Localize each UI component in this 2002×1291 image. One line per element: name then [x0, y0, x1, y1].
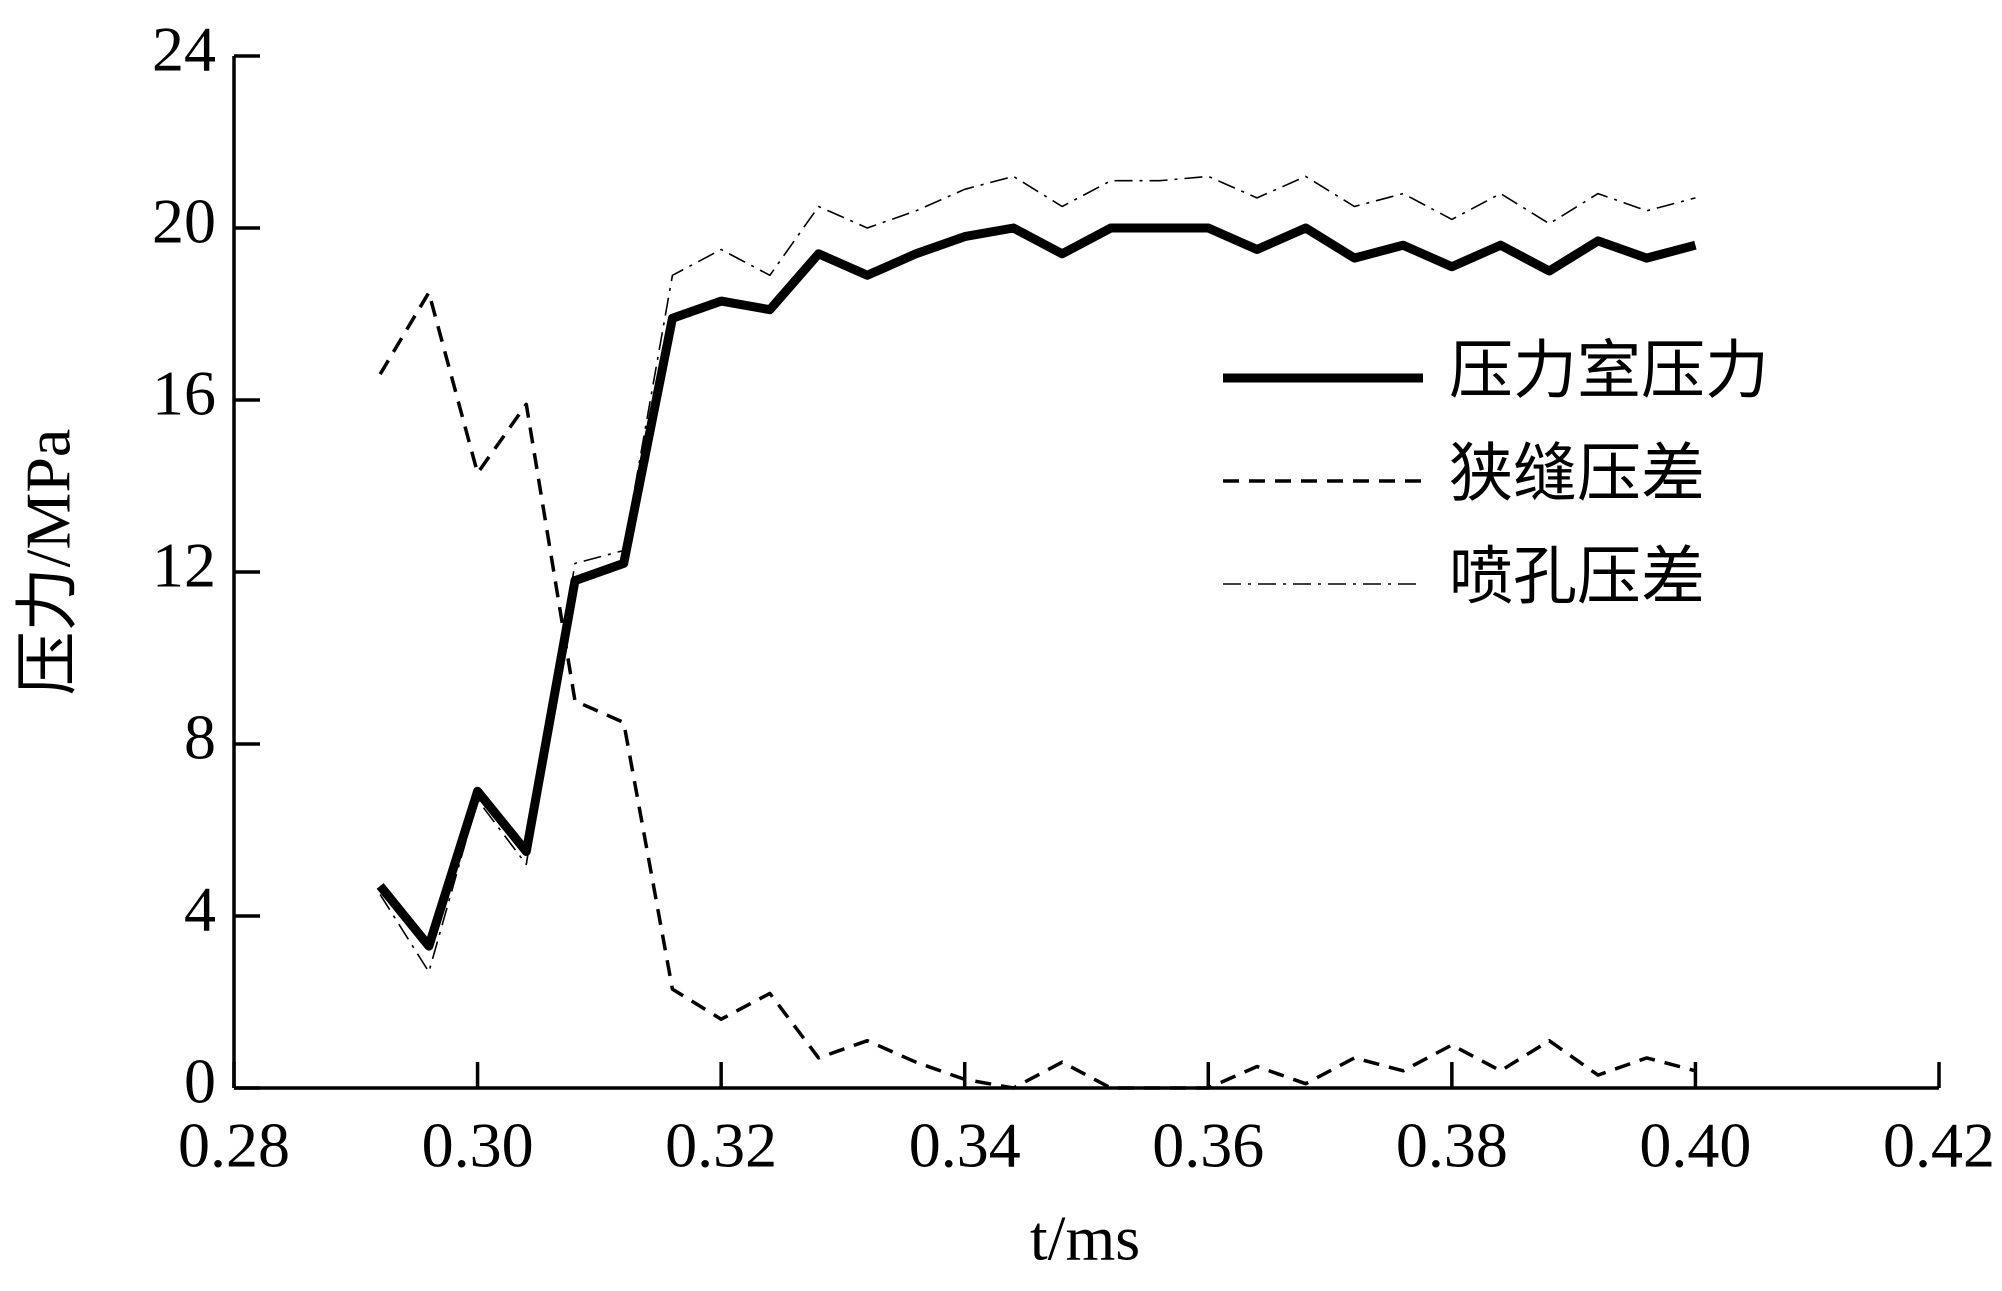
x-tick-label: 0.30 [422, 1110, 534, 1181]
y-axis-label: 压力/MPa [13, 429, 84, 696]
legend-label: 喷孔压差 [1449, 542, 1705, 613]
legend-label: 压力室压力 [1449, 336, 1769, 407]
x-tick-label: 0.40 [1639, 1110, 1751, 1181]
series-line [376, 223, 1697, 951]
x-tick-label: 0.38 [1396, 1110, 1508, 1181]
y-tick-label: 16 [152, 358, 216, 429]
series-line [378, 290, 1696, 1090]
x-axis-label: t/ms [1030, 1203, 1140, 1274]
series-line [379, 175, 1696, 973]
legend-label: 狭缝压差 [1449, 439, 1705, 510]
x-tick-label: 0.34 [909, 1110, 1021, 1181]
y-tick-label: 8 [184, 702, 216, 773]
y-tick-label: 20 [152, 186, 216, 257]
x-tick-label: 0.36 [1152, 1110, 1264, 1181]
x-tick-label: 0.32 [665, 1110, 777, 1181]
y-tick-label: 12 [152, 530, 216, 601]
y-tick-label: 0 [184, 1046, 216, 1117]
y-tick-label: 4 [184, 874, 216, 945]
x-tick-label: 0.42 [1883, 1110, 1995, 1181]
y-tick-label: 24 [152, 14, 216, 85]
x-tick-label: 0.28 [178, 1110, 290, 1181]
